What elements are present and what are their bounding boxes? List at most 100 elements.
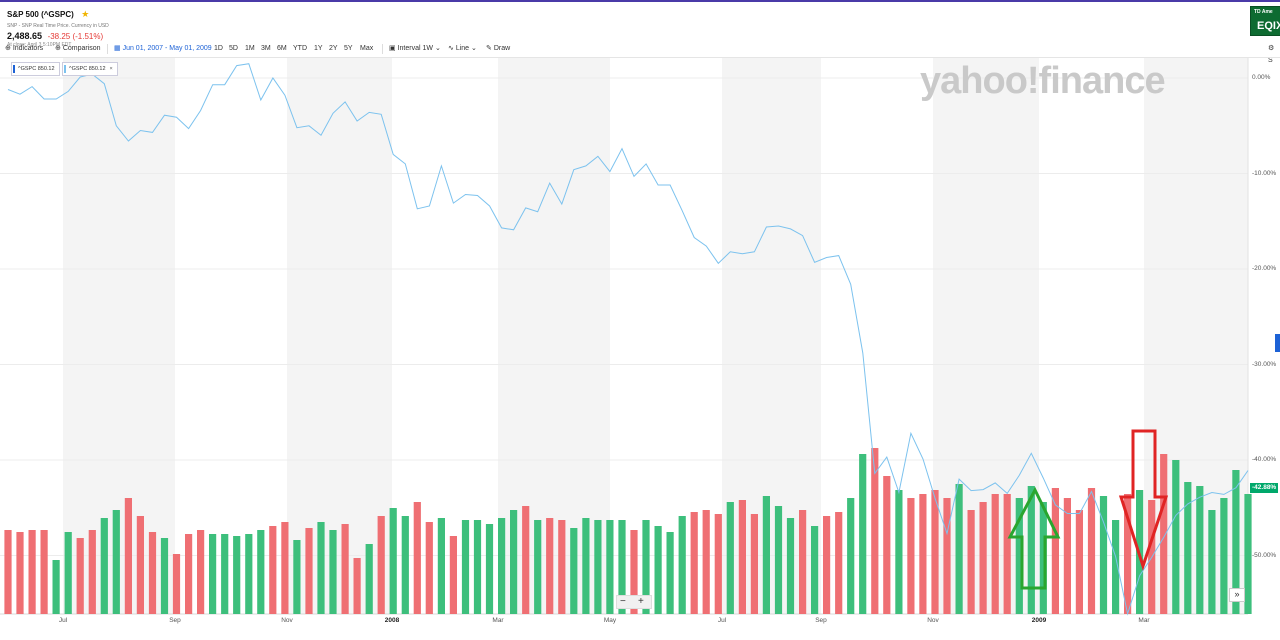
volume-bar [88,530,96,614]
interval-value: 1W [422,45,434,52]
volume-bar [245,534,253,614]
comparison-label: Comparison [62,45,101,52]
volume-bar [546,518,554,614]
volume-bar [582,518,590,614]
volume-bar [305,528,313,614]
volume-bar [534,520,542,614]
series-chip-label: ^GSPC 850.12 [18,66,55,72]
volume-bar [1027,486,1035,614]
close-icon[interactable]: × [109,66,113,72]
star-icon[interactable]: ★ [81,9,90,19]
x-tick-label: May [603,617,617,624]
volume-bar [835,512,843,614]
volume-bar [991,494,999,614]
volume-bar [1051,488,1059,614]
volume-bar [871,448,879,614]
comparison-button[interactable]: ⊕ Comparison [55,45,101,52]
date-range-button[interactable]: ▦ Jun 01, 2007 - May 01, 2009 [114,43,212,55]
volume-bar [425,522,433,614]
volume-bar [738,500,746,614]
volume-bar [1232,470,1240,614]
volume-bar [413,502,421,614]
volume-bar [1160,454,1168,614]
range-2y[interactable]: 2Y [329,45,338,52]
quote-header: S&P 500 (^GSPC) ★ SNP - SNP Real Time Pr… [7,4,109,48]
volume-bar [473,520,482,614]
settings-button[interactable]: ⚙ S [1268,43,1280,67]
volume-bar [76,538,84,614]
series-line [7,63,1249,616]
volume-bar [365,544,373,614]
range-1d[interactable]: 1D [214,45,223,52]
x-tick-label: Jul [717,617,727,624]
line-type-button[interactable]: ∿ Line ⌄ [448,43,477,55]
range-max[interactable]: Max [360,45,374,52]
grid-group [0,58,1249,615]
range-1m[interactable]: 1M [245,45,255,52]
series-chip-label: ^GSPC 850.12 [69,66,106,72]
zoom-out-button[interactable]: − [620,596,626,607]
range-1y[interactable]: 1Y [314,45,323,52]
range-5d[interactable]: 5D [229,45,238,52]
volume-bar [714,514,722,614]
zoom-in-button[interactable]: + [638,596,644,607]
volume-bar [341,524,349,614]
series-chip[interactable]: ^GSPC 850.12 × [62,62,118,76]
volume-bar [618,520,626,614]
calendar-icon: ▦ [114,45,121,52]
volume-bar [1196,486,1204,614]
y-tick-label: -20.00% [1252,265,1277,272]
volume-bar [690,512,698,614]
zoom-control: − + [616,595,652,609]
range-ytd[interactable]: YTD [293,45,307,52]
scroll-handle[interactable] [1275,334,1280,352]
volume-bar [233,536,241,614]
gear-icon: ⚙ [1268,45,1275,52]
top-accent-line [0,0,1280,2]
red-down-arrow [1118,429,1169,571]
volume-bar [269,526,277,614]
indicators-button[interactable]: ⊕ Indicators [5,45,44,52]
volume-bar [1063,498,1071,614]
series-chip[interactable]: ^GSPC 850.12 [11,62,60,76]
volume-bar [883,476,891,614]
volume-bar [666,532,674,614]
volume-bar [197,530,205,614]
volume-bar [726,502,734,614]
volume-bar [293,540,301,614]
volume-bar [654,526,662,614]
range-6m[interactable]: 6M [277,45,287,52]
draw-button[interactable]: ✎ Draw [486,43,510,55]
volume-bar [485,524,494,614]
volume-bar [124,498,132,614]
chevron-down-icon: ⌄ [434,45,441,52]
volume-bar [1220,498,1228,614]
volume-bar [209,534,217,614]
green-up-arrow [1007,486,1061,590]
volume-bar [40,530,48,614]
volume-bar [594,520,602,614]
ad-banner[interactable]: TD Ame EQIX [1250,6,1280,36]
volume-bar [172,554,181,614]
volume-bar [570,528,578,614]
volume-bar [702,510,710,614]
collapse-button[interactable]: » [1229,588,1245,602]
x-tick-label: 2009 [1031,617,1047,624]
volume-bar [967,510,975,614]
y-tick-label: 0.00% [1252,74,1271,81]
volume-bar [955,484,963,614]
volume-bar [28,530,36,614]
volume-bar [678,516,686,614]
volume-bar [100,518,108,614]
volume-bar [642,520,650,614]
settings-label: S [1268,57,1273,64]
range-3m[interactable]: 3M [261,45,271,52]
volume-bar [437,518,445,614]
interval-button[interactable]: ▣ Interval 1W ⌄ [389,43,441,55]
volume-bar [823,516,831,614]
range-5y[interactable]: 5Y [344,45,353,52]
volume-bar [1099,496,1108,614]
current-value-tag: -42.88% [1250,483,1279,493]
y-tick-label: -30.00% [1252,361,1277,368]
